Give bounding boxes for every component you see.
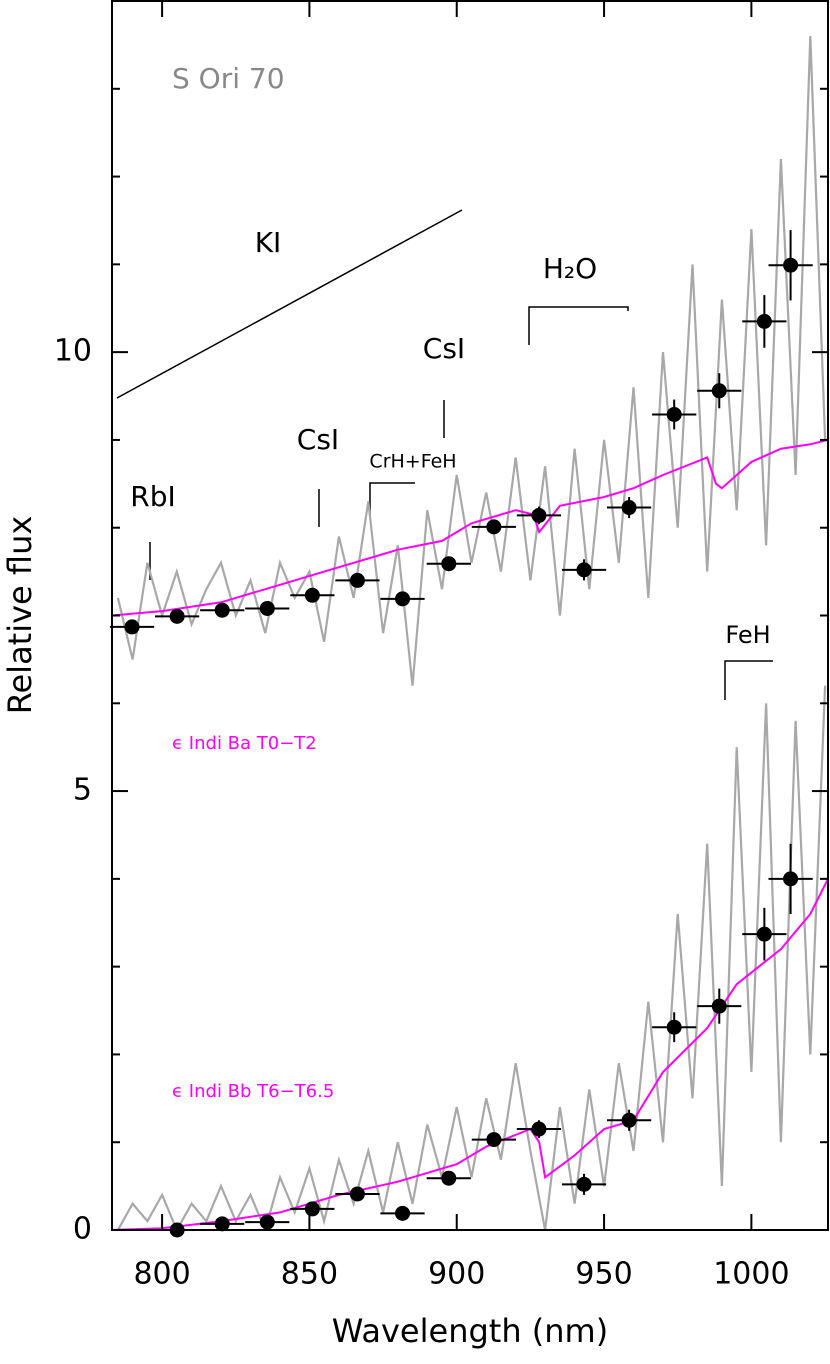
object-label: S Ori 70 xyxy=(172,62,285,95)
y-tick-label: 0 xyxy=(73,1212,92,1247)
data-point xyxy=(169,608,185,624)
line-label: CsI xyxy=(423,332,465,365)
band-label: H₂O xyxy=(543,252,597,285)
model-label: ϵ Indi Ba T0−T2 xyxy=(172,733,317,754)
data-point xyxy=(783,257,799,273)
x-axis-title: Wavelength (nm) xyxy=(332,1312,608,1350)
y-axis-title: Relative flux xyxy=(1,516,39,715)
data-point xyxy=(576,562,592,578)
line-label: KI xyxy=(255,226,282,259)
x-tick-label: 1000 xyxy=(713,1257,789,1292)
data-point xyxy=(259,1214,275,1230)
data-point xyxy=(486,519,502,535)
data-point xyxy=(531,1121,547,1137)
band-bracket xyxy=(528,306,629,345)
data-point xyxy=(124,619,140,635)
data-point xyxy=(666,406,682,422)
band-bracket xyxy=(369,482,415,517)
line-label: RbI xyxy=(130,480,176,513)
data-point xyxy=(214,1216,230,1232)
band-label: FeH xyxy=(725,621,770,649)
spectrum-line xyxy=(116,36,827,686)
data-point xyxy=(259,600,275,616)
ki-line xyxy=(116,209,463,399)
data-point xyxy=(349,1186,365,1202)
data-point xyxy=(395,1205,411,1221)
data-point xyxy=(756,313,772,329)
data-point xyxy=(304,587,320,603)
data-point xyxy=(621,1112,637,1128)
y-tick-label: 5 xyxy=(73,773,92,808)
data-point xyxy=(214,602,230,618)
data-point xyxy=(711,998,727,1014)
data-point xyxy=(486,1132,502,1148)
x-tick-label: 900 xyxy=(428,1257,485,1292)
line-label: CsI xyxy=(297,423,339,456)
data-point xyxy=(441,556,457,572)
y-tick-label: 10 xyxy=(54,334,92,369)
data-point xyxy=(621,500,637,516)
data-point xyxy=(711,383,727,399)
data-point xyxy=(304,1201,320,1217)
spectrum-line xyxy=(112,438,828,617)
data-point xyxy=(576,1176,592,1192)
data-point xyxy=(666,1019,682,1035)
x-tick-label: 800 xyxy=(133,1257,190,1292)
spectrum-line xyxy=(116,685,827,1230)
model-label: ϵ Indi Bb T6−T6.5 xyxy=(172,1081,334,1102)
data-point xyxy=(531,507,547,523)
x-tick-label: 950 xyxy=(575,1257,632,1292)
data-point xyxy=(395,591,411,607)
x-tick-label: 850 xyxy=(281,1257,338,1292)
data-point xyxy=(756,926,772,942)
data-point xyxy=(783,871,799,887)
data-point xyxy=(349,572,365,588)
band-bracket xyxy=(724,660,773,700)
band-label: CrH+FeH xyxy=(369,451,456,473)
data-point xyxy=(441,1170,457,1186)
spectrum-line xyxy=(112,878,828,1230)
